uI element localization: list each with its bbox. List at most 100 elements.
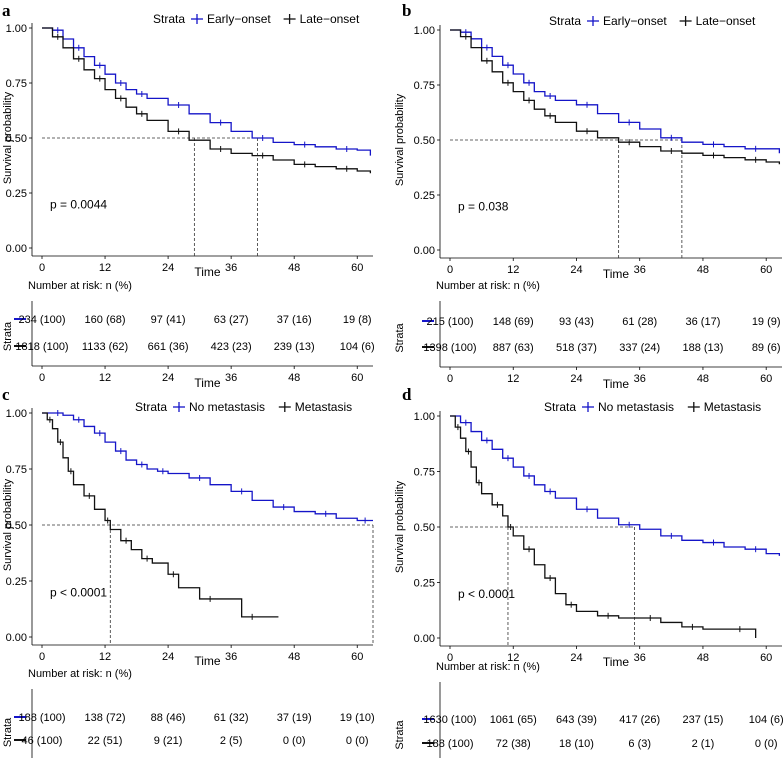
risk-table-cell: 1061 (65)	[490, 714, 537, 726]
x-tick-label: 48	[288, 651, 300, 663]
y-tick-label: 0.00	[6, 632, 27, 644]
p-value: p = 0.0044	[50, 197, 107, 211]
risk-table-title: Number at risk: n (%)	[436, 661, 540, 673]
y-tick-label: 1.00	[6, 23, 27, 35]
risk-table-cell: 234 (100)	[18, 314, 65, 326]
risk-table-cell: 138 (72)	[85, 712, 126, 724]
risk-x-tick-label: 12	[99, 372, 111, 384]
y-tick-label: 0.75	[414, 80, 435, 92]
risk-x-tick-label: 48	[288, 372, 300, 384]
risk-x-tick-label: 36	[634, 373, 646, 385]
risk-table-cell: 37 (16)	[277, 314, 312, 326]
risk-table-cell: 1398 (100)	[423, 342, 476, 354]
legend-entry: Late−onset	[696, 14, 756, 28]
risk-table-cell: 215 (100)	[426, 316, 473, 328]
x-tick-label: 60	[351, 651, 363, 663]
y-tick-label: 0.25	[6, 188, 27, 200]
risk-table-cell: 97 (41)	[151, 314, 186, 326]
panel-letter: b	[402, 1, 411, 20]
panel-b: b Strata Early−onset Late−onset 0.00 0.25 0.50…	[394, 1, 782, 391]
p-value: p = 0.038	[458, 199, 509, 213]
x-axis-label: Time	[603, 655, 630, 669]
risk-table-cell: 89 (6)	[752, 342, 781, 354]
risk-table-cell: 2 (1)	[692, 738, 715, 750]
x-tick-label: 24	[570, 264, 582, 276]
risk-table-cell: 1630 (100)	[423, 714, 476, 726]
legend: Strata Early−onset Late−onset	[153, 12, 360, 26]
panel-letter: c	[2, 385, 10, 404]
risk-table-cell: 0 (0)	[283, 735, 306, 747]
risk-strata-label: Strata	[2, 717, 14, 747]
risk-table-cell: 188 (100)	[426, 738, 473, 750]
risk-table-cell: 22 (51)	[88, 735, 123, 747]
x-axis-label: Time	[603, 267, 630, 281]
risk-table-cell: 63 (27)	[214, 314, 249, 326]
legend-entry: No metastasis	[598, 400, 674, 414]
y-tick-label: 0.50	[6, 133, 27, 145]
risk-table-cell: 19 (9)	[752, 316, 781, 328]
y-axis-label: Survival probability	[2, 91, 14, 184]
y-axis-label: Survival probability	[2, 478, 14, 571]
x-tick-label: 36	[634, 264, 646, 276]
survival-curve-group-2	[42, 27, 372, 174]
p-value: p < 0.0001	[458, 587, 515, 601]
x-tick-label: 60	[760, 652, 772, 664]
y-tick-label: 0.00	[414, 633, 435, 645]
y-tick-label: 0.00	[6, 243, 27, 255]
risk-table-cell: 518 (37)	[556, 342, 597, 354]
risk-x-tick-label: 36	[225, 372, 237, 384]
risk-x-tick-label: 60	[760, 373, 772, 385]
x-tick-label: 24	[162, 651, 174, 663]
risk-table-cell: 0 (0)	[346, 735, 369, 747]
risk-table-title: Number at risk: n (%)	[28, 668, 132, 680]
y-tick-label: 0.25	[414, 578, 435, 590]
legend-title: Strata	[544, 400, 576, 414]
y-tick-label: 0.25	[6, 576, 27, 588]
risk-table-cell: 61 (28)	[622, 316, 657, 328]
y-tick-label: 1.00	[414, 411, 435, 423]
legend: Strata No metastasis Metastasis	[135, 400, 352, 414]
y-axis-label: Survival probability	[394, 93, 406, 186]
risk-table-cell: 643 (39)	[556, 714, 597, 726]
risk-table-cell: 37 (19)	[277, 712, 312, 724]
survival-curve-group-1	[450, 29, 781, 154]
y-tick-label: 0.75	[6, 464, 27, 476]
y-tick-label: 1.00	[414, 25, 435, 37]
risk-table-cell: 72 (38)	[496, 738, 531, 750]
risk-table-cell: 0 (0)	[755, 738, 778, 750]
risk-x-tick-label: 24	[162, 372, 174, 384]
risk-x-tick-label: 12	[507, 373, 519, 385]
y-tick-label: 0.50	[414, 135, 435, 147]
x-axis-label: Time	[194, 654, 221, 668]
x-tick-label: 24	[162, 262, 174, 274]
risk-table-cell: 61 (32)	[214, 712, 249, 724]
p-value: p < 0.0001	[50, 586, 107, 600]
survival-curve-group-1	[42, 27, 372, 156]
panel-letter: a	[2, 1, 11, 20]
x-axis-label: Time	[194, 265, 221, 279]
risk-table-cell: 887 (63)	[493, 342, 534, 354]
legend-title: Strata	[549, 14, 581, 28]
x-tick-label: 0	[447, 652, 453, 664]
risk-table-title: Number at risk: n (%)	[28, 280, 132, 292]
x-tick-label: 48	[697, 652, 709, 664]
legend: Strata Early−onset Late−onset	[549, 14, 756, 28]
legend-title: Strata	[153, 12, 185, 26]
risk-x-tick-label: 60	[351, 372, 363, 384]
risk-table-cell: 1818 (100)	[15, 341, 68, 353]
legend-entry: Early−onset	[603, 14, 667, 28]
x-tick-label: 36	[225, 262, 237, 274]
panel-d: d Strata No metastasis Metastasis 0.00 0.25 0.…	[394, 385, 784, 758]
legend-title: Strata	[135, 400, 167, 414]
risk-x-tick-label: 48	[697, 373, 709, 385]
y-tick-label: 0.50	[6, 520, 27, 532]
y-tick-label: 0.25	[414, 190, 435, 202]
risk-table-cell: 237 (15)	[682, 714, 723, 726]
risk-table-cell: 1133 (62)	[82, 341, 128, 353]
y-tick-label: 1.00	[6, 408, 27, 420]
risk-table-cell: 104 (6)	[749, 714, 784, 726]
y-tick-label: 0.50	[414, 522, 435, 534]
legend-entry: Late−onset	[300, 12, 360, 26]
legend-entry: No metastasis	[189, 400, 265, 414]
